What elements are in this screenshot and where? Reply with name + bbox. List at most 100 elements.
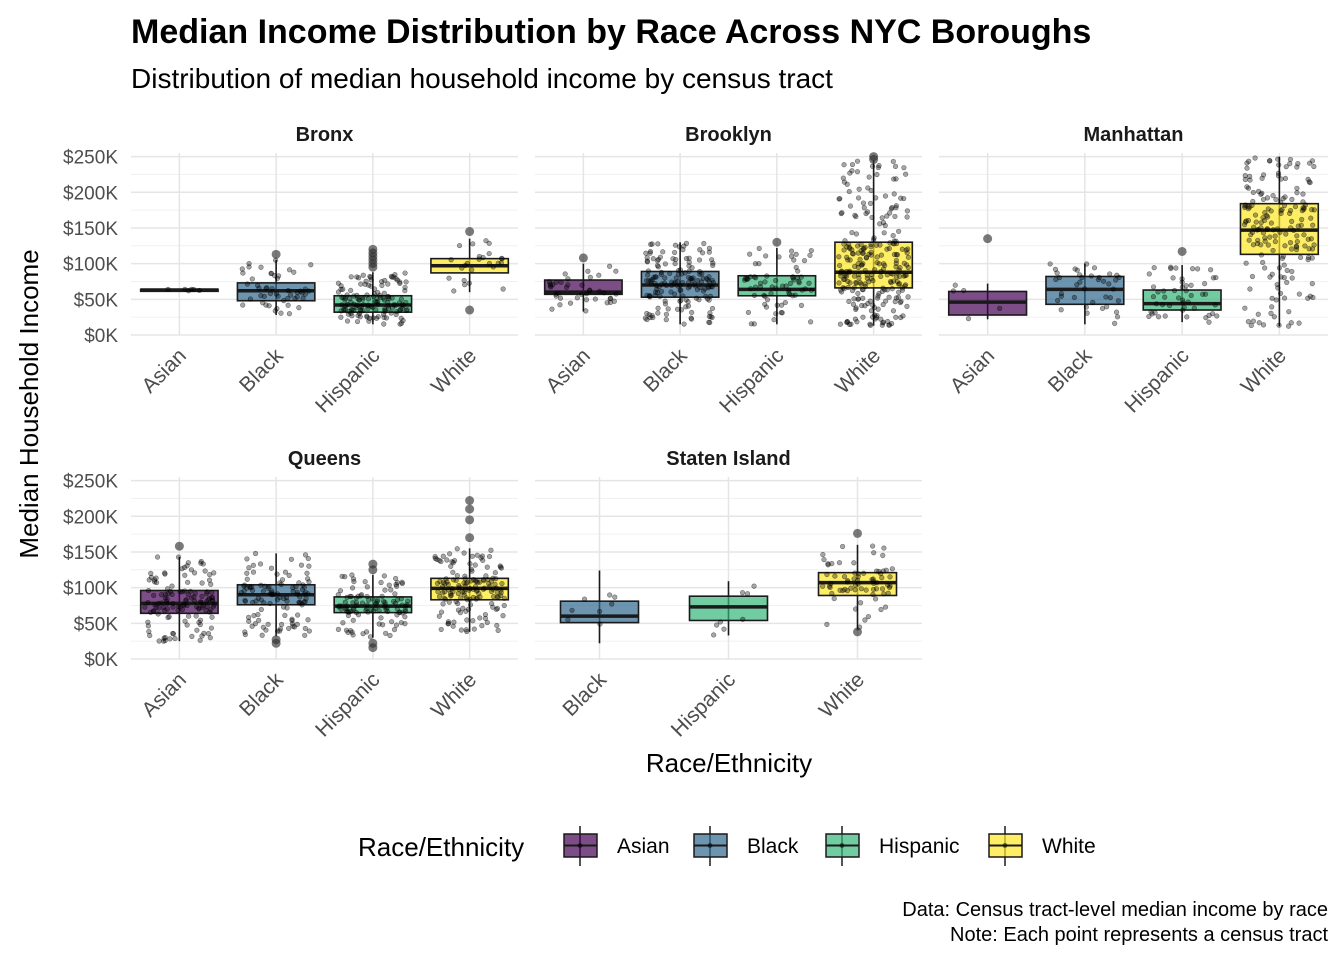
tract-point xyxy=(461,550,467,556)
tract-point xyxy=(274,628,281,634)
tract-point xyxy=(756,245,762,252)
tract-point xyxy=(1308,215,1314,221)
tract-point xyxy=(867,200,874,206)
tract-point xyxy=(663,311,670,317)
tract-point xyxy=(1293,243,1299,249)
tract-point xyxy=(670,256,676,262)
tract-point xyxy=(387,632,393,639)
tract-point xyxy=(899,287,906,293)
tract-point xyxy=(1277,290,1284,296)
tract-point xyxy=(459,265,465,271)
tract-point xyxy=(699,250,706,256)
tract-point xyxy=(351,578,357,585)
tract-point xyxy=(200,603,206,609)
tract-point xyxy=(898,314,904,321)
tract-point xyxy=(1112,320,1118,326)
box-staten-island-hispanic xyxy=(688,581,769,638)
tract-point xyxy=(836,560,843,566)
tract-point xyxy=(363,278,369,284)
tract-point xyxy=(192,598,198,604)
tract-point xyxy=(162,595,168,601)
tract-point xyxy=(874,254,880,260)
tract-point xyxy=(271,272,278,279)
tract-point xyxy=(660,249,666,255)
tract-point xyxy=(1206,319,1212,325)
x-tick-label: Hispanic xyxy=(311,344,384,417)
tract-point xyxy=(558,279,564,285)
tract-point xyxy=(1311,163,1317,170)
tract-point xyxy=(349,585,356,591)
tract-point xyxy=(185,613,192,619)
tract-point xyxy=(850,251,856,257)
tract-point xyxy=(450,569,456,575)
y-tick-label: $200K xyxy=(63,507,118,528)
tract-point xyxy=(880,319,887,325)
tract-point xyxy=(709,305,716,312)
tract-point xyxy=(1091,265,1098,271)
tract-point xyxy=(1270,227,1276,233)
tract-point xyxy=(498,590,504,596)
tract-point xyxy=(204,603,210,609)
tract-point xyxy=(861,570,867,576)
tract-point xyxy=(1188,282,1194,288)
tract-point xyxy=(546,279,552,285)
tract-point xyxy=(344,603,350,609)
tract-point xyxy=(655,305,661,311)
tract-point xyxy=(1255,311,1261,317)
tract-point xyxy=(565,616,571,623)
tract-point xyxy=(1247,286,1253,292)
tract-point xyxy=(458,595,464,601)
tract-point xyxy=(304,570,310,576)
tract-point xyxy=(202,568,208,574)
tract-point xyxy=(763,304,770,310)
tract-point xyxy=(747,251,753,257)
outlier-point xyxy=(465,227,475,237)
tract-point xyxy=(896,281,903,287)
tract-point xyxy=(207,572,213,578)
tract-point xyxy=(305,576,311,582)
tract-point xyxy=(673,256,679,263)
tract-point xyxy=(365,305,371,312)
tract-point xyxy=(1284,267,1290,274)
tract-points xyxy=(950,282,1003,322)
tract-point xyxy=(1250,242,1257,248)
tract-point xyxy=(1082,286,1088,292)
tract-point xyxy=(1294,190,1300,196)
tract-point xyxy=(647,248,654,255)
legend-item-white: White xyxy=(988,826,1096,866)
x-tick-label: White xyxy=(1237,344,1291,398)
tract-point xyxy=(351,293,357,299)
tract-point xyxy=(839,268,845,274)
tract-point xyxy=(686,268,692,274)
tract-point xyxy=(669,282,675,288)
tract-point xyxy=(382,599,388,605)
tract-point xyxy=(652,274,659,280)
tract-point xyxy=(1289,268,1295,275)
tract-point xyxy=(567,300,574,306)
tract-point xyxy=(875,164,881,171)
tract-point xyxy=(844,588,851,594)
tract-point xyxy=(1309,281,1315,287)
tract-point xyxy=(199,580,205,586)
tract-point xyxy=(882,222,888,229)
tract-point xyxy=(824,621,830,627)
tract-point xyxy=(890,308,897,314)
tract-point xyxy=(879,322,885,328)
tract-point xyxy=(179,566,185,572)
tract-point xyxy=(268,565,275,571)
tract-point xyxy=(303,589,309,595)
tract-point xyxy=(165,286,171,292)
tract-point xyxy=(1202,281,1208,287)
tract-point xyxy=(360,296,366,302)
tract-point xyxy=(1242,305,1248,311)
tract-point xyxy=(858,586,864,592)
tract-point xyxy=(172,635,178,642)
tract-point xyxy=(277,594,283,601)
tract-point xyxy=(1188,292,1194,299)
tract-point xyxy=(258,582,264,588)
tract-point xyxy=(392,302,398,309)
tract-point xyxy=(857,600,864,606)
tract-point xyxy=(472,562,478,568)
tract-point xyxy=(706,249,712,255)
tract-point xyxy=(688,315,694,321)
